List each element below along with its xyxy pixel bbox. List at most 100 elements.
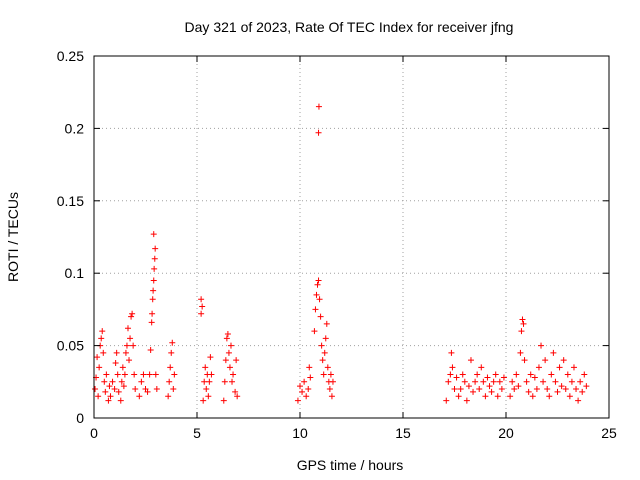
data-point (455, 393, 462, 400)
data-point (113, 349, 120, 356)
data-point (198, 296, 205, 303)
data-point (223, 335, 230, 342)
data-point (472, 378, 479, 385)
data-point (324, 364, 331, 371)
data-point (568, 378, 575, 385)
data-point (467, 357, 474, 364)
data-point (95, 393, 102, 400)
data-point (234, 393, 241, 400)
y-axis-label: ROTI / TECUs (5, 192, 21, 282)
data-point (199, 303, 206, 310)
data-point (459, 371, 466, 378)
data-point (206, 378, 213, 385)
data-point (533, 386, 540, 393)
data-point (311, 328, 318, 335)
data-point (558, 383, 565, 390)
data-point (203, 386, 210, 393)
data-point (103, 371, 110, 378)
data-point (523, 378, 530, 385)
data-point (531, 374, 538, 381)
data-point (515, 383, 522, 390)
data-point (115, 388, 122, 395)
data-point (100, 349, 107, 356)
data-point (120, 383, 127, 390)
data-point (127, 335, 134, 342)
data-point (518, 328, 525, 335)
data-point (105, 397, 112, 404)
data-point (168, 349, 175, 356)
data-point (480, 378, 487, 385)
data-point (329, 378, 336, 385)
data-point (540, 378, 547, 385)
data-point (119, 364, 126, 371)
data-point (535, 364, 542, 371)
data-point (492, 371, 499, 378)
data-point (122, 349, 129, 356)
data-point (227, 342, 234, 349)
data-point (323, 320, 330, 327)
data-point (226, 364, 233, 371)
y-tick-label: 0.2 (65, 120, 85, 136)
data-point (326, 386, 333, 393)
data-point (171, 371, 178, 378)
data-point (509, 378, 516, 385)
data-point (297, 383, 303, 390)
data-point (224, 331, 231, 338)
data-point (96, 364, 103, 371)
data-point (529, 393, 536, 400)
data-point (463, 397, 470, 404)
data-point (476, 386, 483, 393)
data-point (114, 371, 121, 378)
data-point (314, 281, 321, 288)
data-point (112, 359, 119, 366)
data-point (513, 371, 520, 378)
data-point (98, 335, 105, 342)
data-point (443, 397, 450, 404)
data-point (301, 378, 308, 385)
x-tick-label: 15 (395, 425, 411, 441)
data-point (447, 371, 454, 378)
data-point (315, 103, 322, 110)
data-point (449, 364, 456, 371)
data-point (229, 378, 236, 385)
data-point (151, 265, 158, 272)
data-point (124, 325, 131, 332)
data-point (233, 357, 240, 364)
data-point (560, 357, 567, 364)
data-point (306, 364, 313, 371)
data-point (318, 342, 325, 349)
data-point (552, 378, 559, 385)
data-point (328, 393, 335, 400)
data-point (166, 378, 173, 385)
data-point (544, 386, 551, 393)
data-point (496, 378, 503, 385)
data-point (554, 388, 561, 395)
data-point (313, 291, 320, 298)
data-point (92, 386, 99, 393)
data-point (470, 388, 477, 395)
data-point (94, 354, 101, 361)
data-point (570, 364, 577, 371)
data-point (232, 388, 239, 395)
data-point (294, 397, 301, 404)
data-point (208, 371, 215, 378)
data-point (146, 371, 153, 378)
data-point (322, 335, 329, 342)
data-point (117, 397, 124, 404)
data-point (564, 371, 571, 378)
data-point (507, 393, 514, 400)
data-point (546, 393, 553, 400)
data-point (566, 393, 573, 400)
data-point (132, 386, 139, 393)
x-tick-label: 10 (292, 425, 308, 441)
data-point (167, 364, 174, 371)
data-point (577, 378, 584, 385)
data-point (317, 313, 324, 320)
data-point (474, 371, 481, 378)
data-point (128, 313, 135, 320)
data-point (538, 342, 545, 349)
data-point (490, 378, 497, 385)
data-point (165, 393, 172, 400)
data-point (488, 388, 495, 395)
data-point (169, 339, 176, 346)
